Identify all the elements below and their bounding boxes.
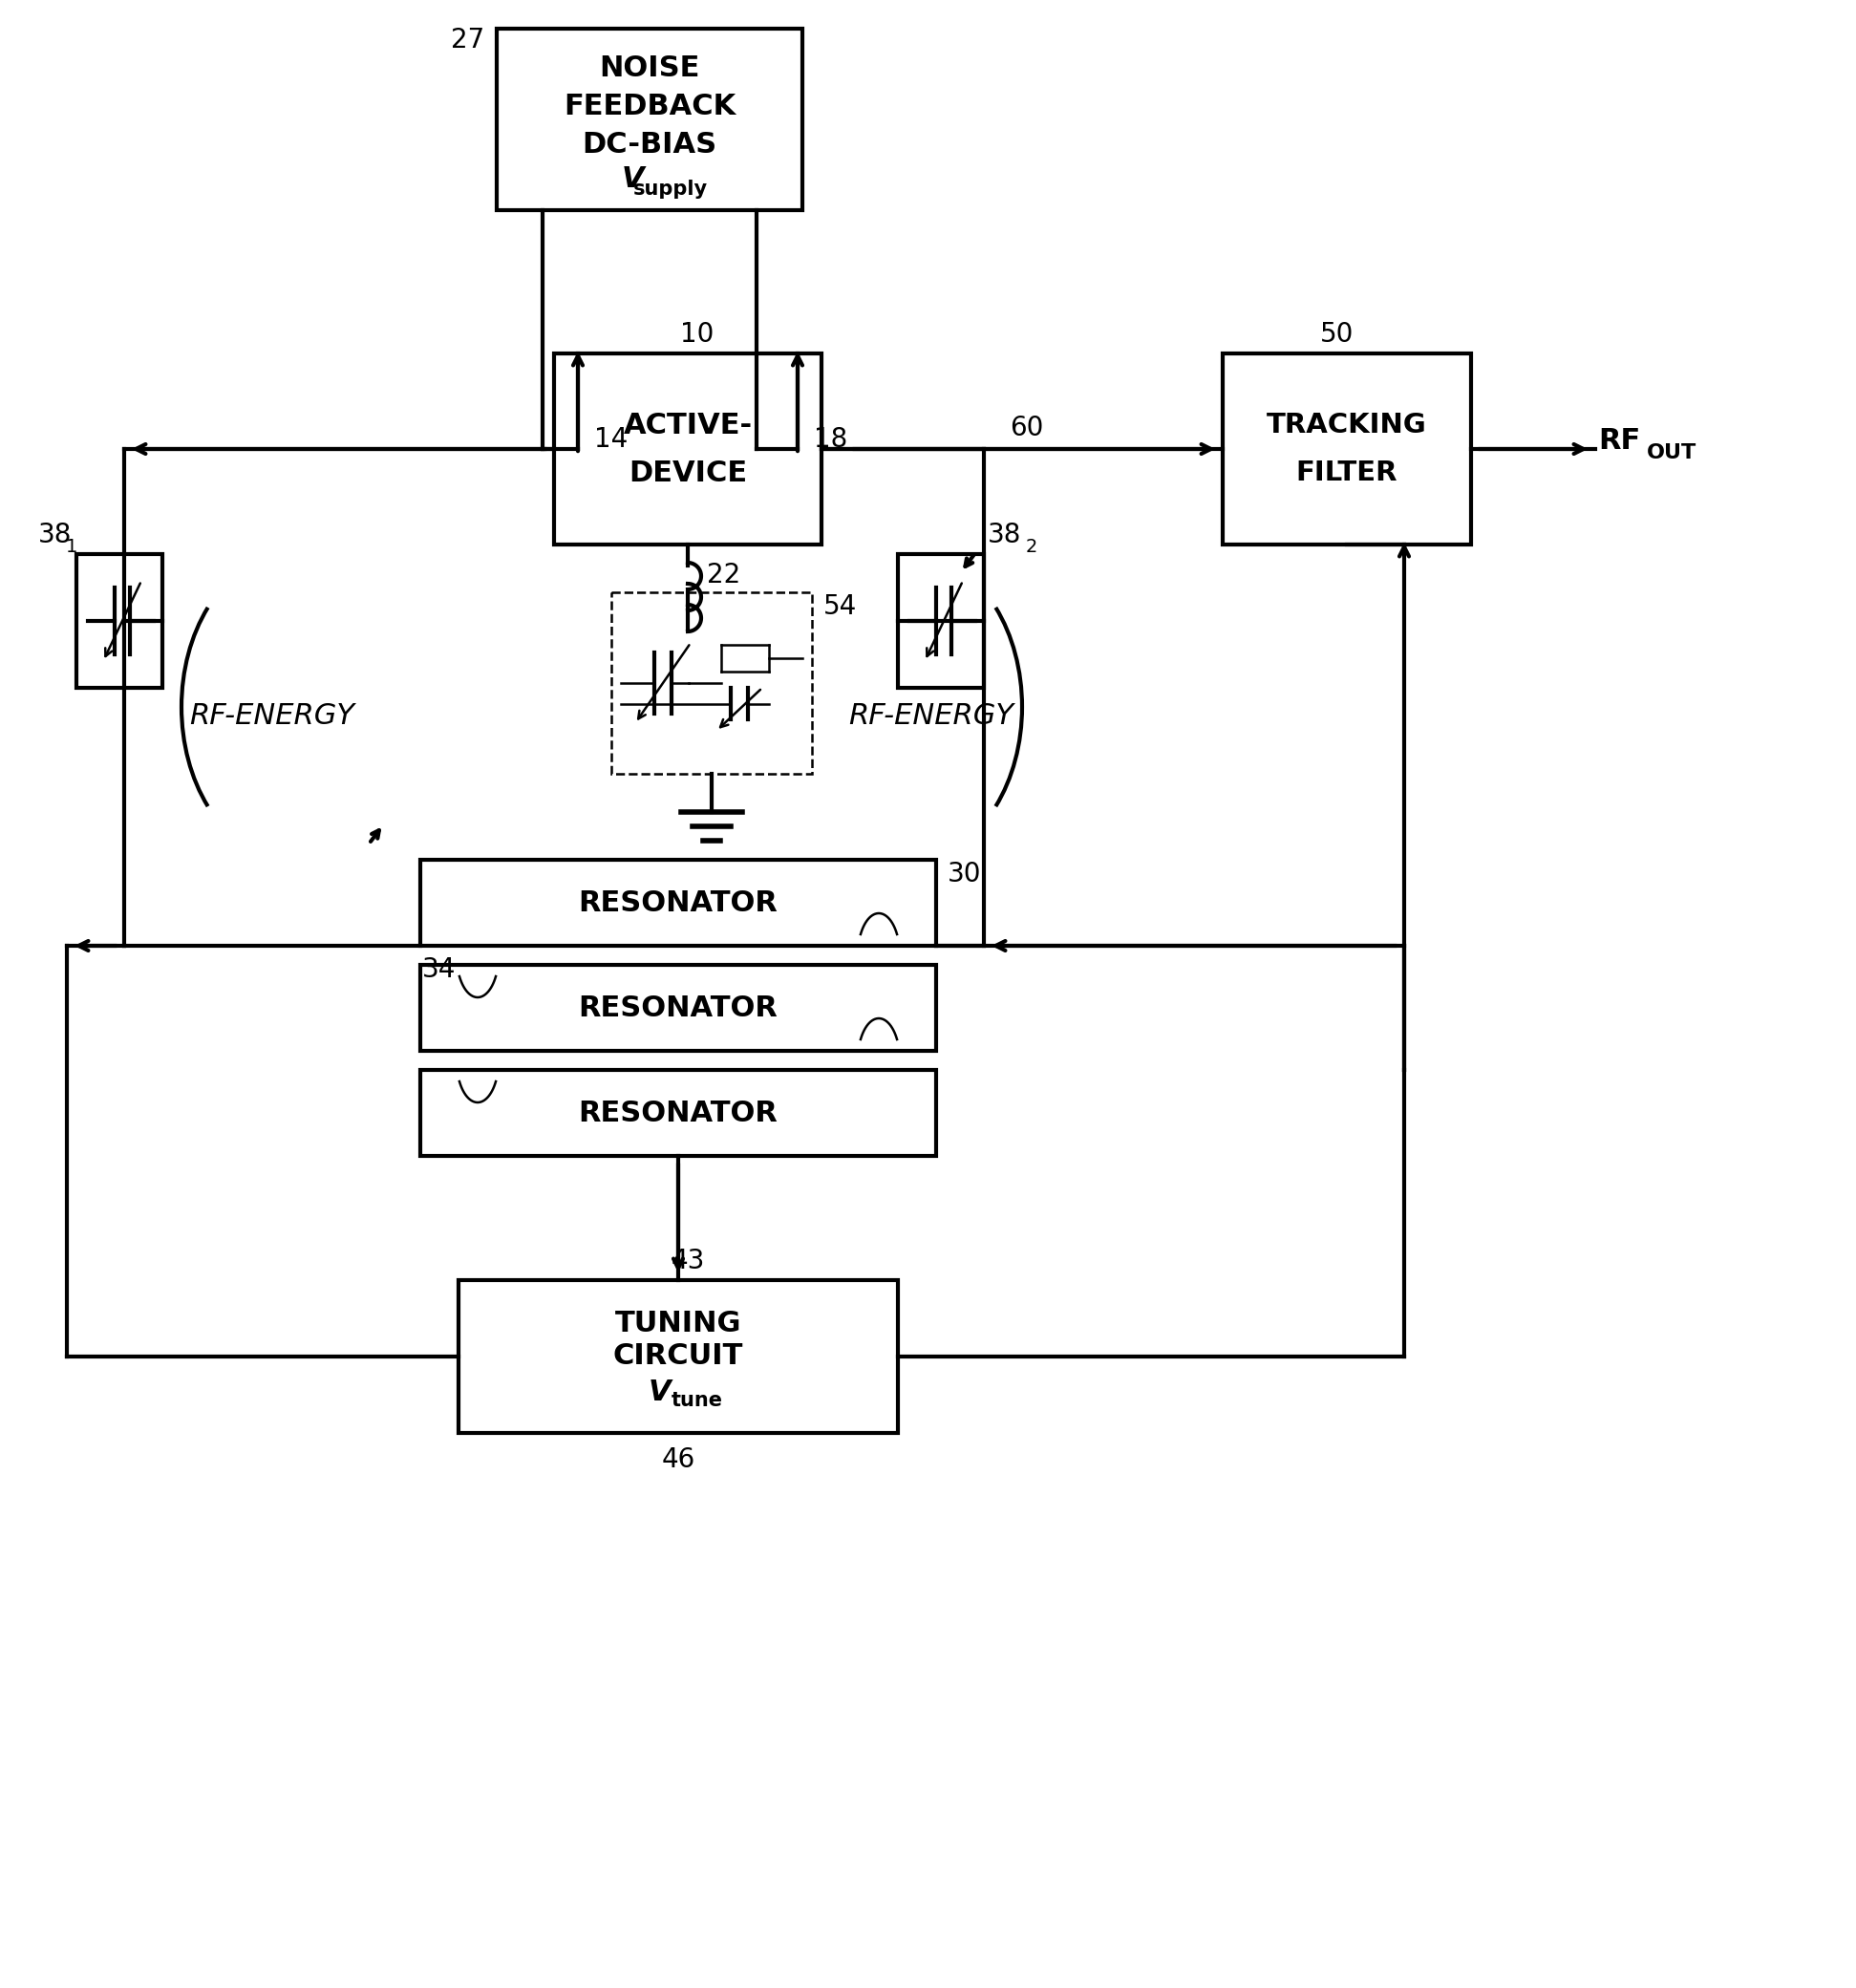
Text: 27: 27 [451, 26, 484, 54]
Text: RESONATOR: RESONATOR [579, 889, 778, 916]
Bar [419, 1070, 935, 1155]
Bar [611, 592, 811, 773]
Text: 34: 34 [423, 956, 457, 982]
Text: 60: 60 [1010, 415, 1043, 441]
Text: supply: supply [633, 179, 707, 199]
Text: 38: 38 [987, 521, 1023, 549]
Text: 1: 1 [65, 537, 78, 555]
Text: RF: RF [1598, 427, 1641, 455]
Text: DEVICE: DEVICE [629, 459, 748, 487]
Text: 54: 54 [824, 592, 857, 620]
Text: 30: 30 [948, 861, 982, 887]
Text: 18: 18 [815, 425, 848, 453]
Text: 22: 22 [707, 563, 741, 588]
Text: RF-ENERGY: RF-ENERGY [848, 702, 1013, 730]
Text: ACTIVE-: ACTIVE- [624, 412, 752, 439]
Text: tune: tune [672, 1392, 724, 1409]
Bar [458, 1280, 898, 1433]
Text: TRACKING: TRACKING [1268, 412, 1427, 439]
Text: DC-BIAS: DC-BIAS [583, 131, 716, 159]
Text: RF-ENERGY: RF-ENERGY [189, 702, 354, 730]
Text: CIRCUIT: CIRCUIT [612, 1342, 744, 1370]
Text: V: V [648, 1380, 670, 1408]
Text: 43: 43 [670, 1248, 705, 1274]
Text: RESONATOR: RESONATOR [579, 994, 778, 1022]
Bar [76, 555, 161, 688]
Text: OUT: OUT [1646, 443, 1696, 463]
Text: 2: 2 [1026, 537, 1038, 555]
Bar [497, 28, 802, 211]
Text: 46: 46 [661, 1447, 694, 1473]
Text: 38: 38 [39, 521, 72, 549]
Text: RESONATOR: RESONATOR [579, 1099, 778, 1127]
Bar [1223, 354, 1472, 545]
Text: 14: 14 [594, 425, 627, 453]
Text: TUNING: TUNING [614, 1310, 742, 1338]
Text: NOISE: NOISE [599, 56, 700, 83]
Text: FEEDBACK: FEEDBACK [564, 93, 735, 121]
Bar [419, 859, 935, 946]
Text: V: V [622, 165, 644, 193]
Text: FILTER: FILTER [1295, 459, 1398, 487]
Bar [898, 555, 984, 688]
Text: 50: 50 [1320, 320, 1355, 348]
Text: 10: 10 [681, 320, 715, 348]
Bar [555, 354, 822, 545]
Bar [419, 964, 935, 1052]
